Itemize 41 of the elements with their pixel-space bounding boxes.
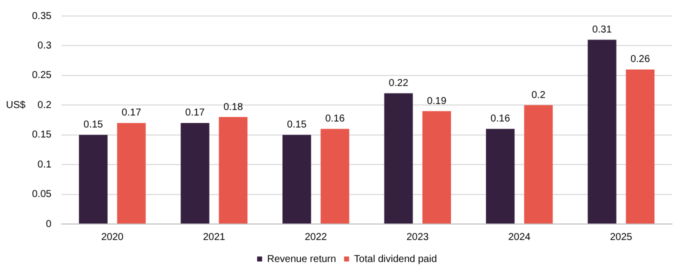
y-tick-label: 0.05 (32, 189, 52, 200)
data-label: 0.16 (325, 114, 346, 125)
y-tick-label: 0.35 (32, 10, 52, 22)
legend-label: Revenue return (267, 254, 336, 265)
y-tick-label: 0.2 (38, 100, 52, 111)
data-label: 0.26 (630, 54, 650, 66)
bar (117, 122, 146, 224)
bar (78, 134, 108, 224)
data-label: 0.19 (426, 96, 447, 107)
x-tick-label: 2024 (508, 232, 531, 243)
data-label: 0.18 (223, 102, 244, 113)
y-tick-label: 0 (46, 218, 52, 230)
data-label: 0.2 (531, 90, 546, 101)
data-label: 0.15 (84, 120, 104, 131)
y-tick-label: 0.3 (38, 40, 52, 52)
data-label: 0.22 (388, 78, 409, 90)
bar (320, 128, 350, 224)
data-label: 0.16 (490, 114, 510, 125)
data-label: 0.31 (592, 24, 612, 36)
x-tick-label: 2025 (610, 232, 633, 243)
bar (486, 128, 515, 224)
x-tick-label: 2021 (202, 232, 226, 243)
x-tick-label: 2023 (406, 232, 430, 243)
y-tick-label: 0.15 (32, 130, 52, 141)
bar (384, 93, 413, 224)
data-label: 0.15 (287, 120, 307, 131)
bar (282, 134, 312, 224)
y-axis-title: US$ (6, 100, 26, 112)
x-tick-label: 2022 (304, 232, 328, 243)
data-label: 0.17 (185, 108, 206, 119)
data-label: 0.17 (122, 108, 142, 119)
legend-label: Total dividend paid (354, 254, 437, 265)
x-tick-label: 2020 (101, 232, 124, 243)
bar (588, 40, 616, 224)
y-tick-label: 0.25 (32, 70, 52, 82)
bar (422, 111, 451, 224)
bar (626, 69, 655, 224)
bar (180, 122, 210, 224)
bar (218, 117, 248, 224)
y-tick-label: 0.1 (38, 159, 52, 170)
bar (524, 105, 553, 224)
